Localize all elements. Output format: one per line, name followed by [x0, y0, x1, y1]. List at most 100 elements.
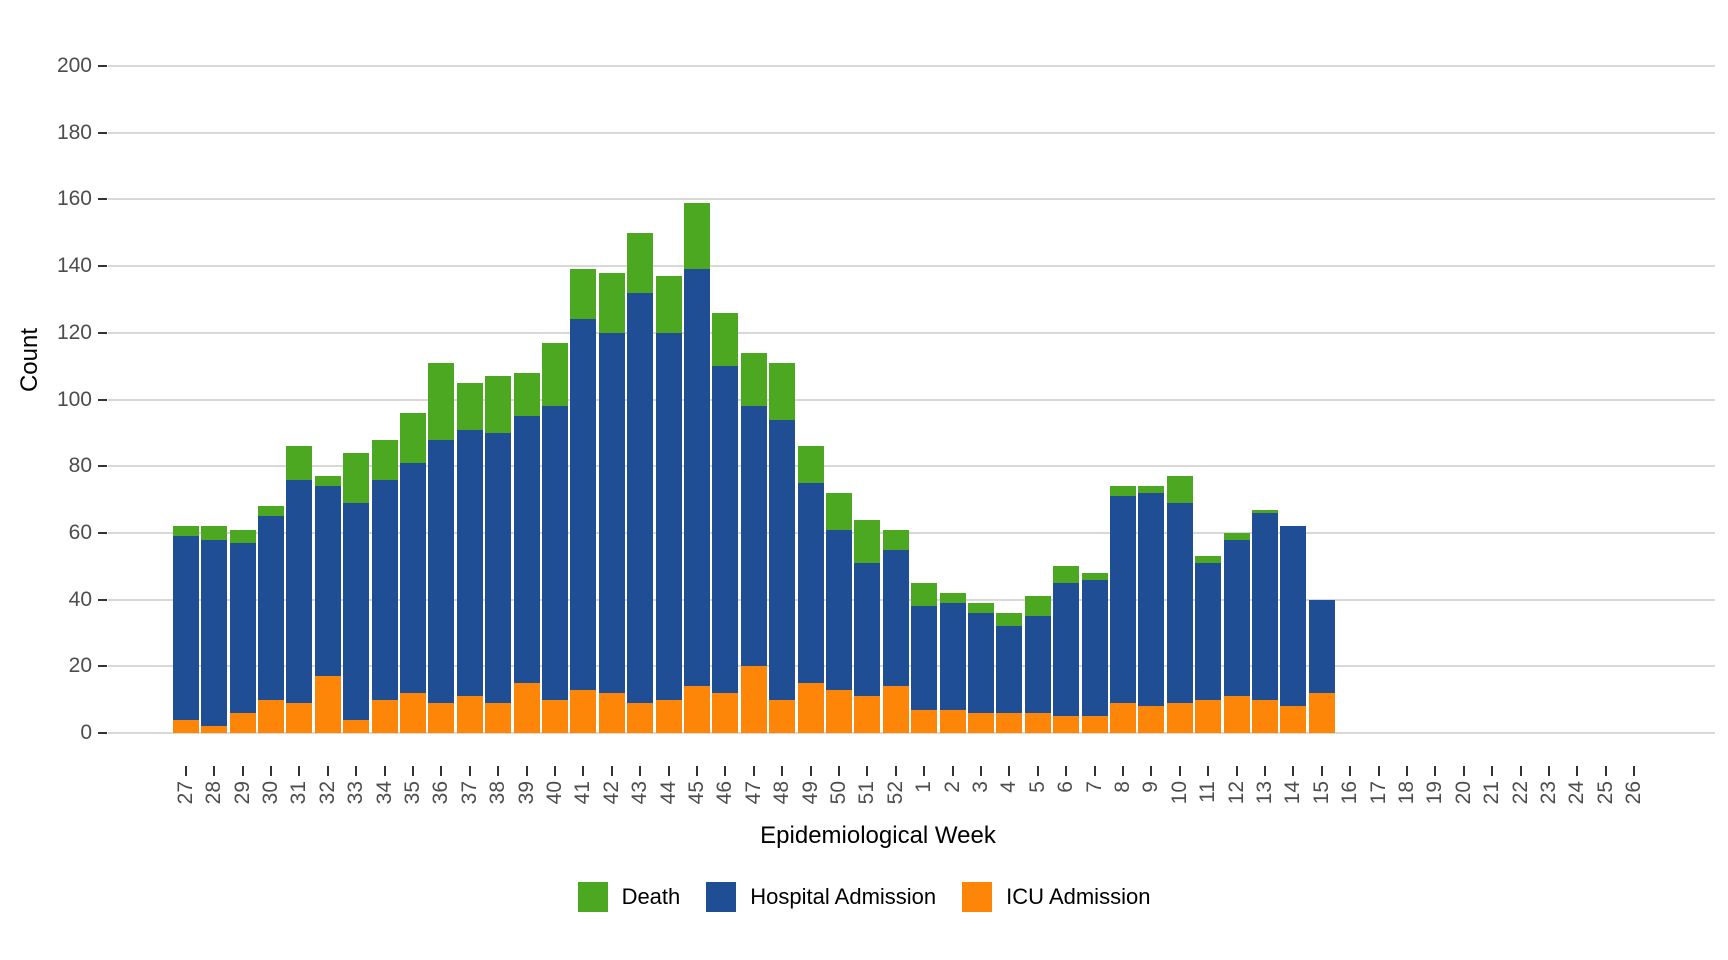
x-axis-tick-7 — [1093, 766, 1096, 776]
y-tick-label-80: 80 — [68, 454, 92, 478]
bar-week-11-hospital-admission — [1195, 562, 1222, 700]
bar-week-4-hospital-admission — [996, 626, 1023, 713]
bar-week-27-death — [172, 526, 199, 537]
x-tick-label-30: 30 — [259, 781, 282, 805]
gridline-140 — [108, 265, 1715, 268]
gridline-160 — [108, 198, 1715, 201]
x-axis-tick-43 — [639, 766, 642, 776]
x-tick-label-28: 28 — [202, 781, 226, 805]
bar-week-30-icu-admission — [258, 699, 284, 733]
bar-week-1-icu-admission — [911, 709, 938, 733]
bar-week-50-icu-admission — [826, 689, 852, 733]
x-tick-label-34: 34 — [372, 781, 396, 805]
bar-week-49-hospital-admission — [797, 482, 824, 683]
bar-week-1-hospital-admission — [911, 606, 938, 710]
bar-week-49-icu-admission — [797, 682, 824, 733]
bar-week-45-hospital-admission — [684, 269, 710, 687]
y-tick-label-200: 200 — [56, 54, 92, 77]
x-tick-label-33: 33 — [344, 781, 368, 805]
x-tick-label-52: 52 — [883, 781, 907, 805]
bar-week-44-hospital-admission — [655, 332, 682, 700]
x-tick-label-13: 13 — [1253, 781, 1276, 805]
x-tick-label-51: 51 — [855, 781, 879, 805]
y-axis-title: Count — [16, 328, 43, 393]
bar-week-13-hospital-admission — [1252, 512, 1278, 700]
x-axis-tick-48 — [781, 766, 784, 776]
bar-week-42-icu-admission — [598, 692, 625, 733]
x-axis-tick-12 — [1235, 766, 1238, 776]
x-tick-label-47: 47 — [741, 781, 765, 805]
x-tick-label-41: 41 — [571, 781, 595, 805]
x-tick-label-2: 2 — [940, 781, 964, 793]
x-axis-tick-50 — [838, 766, 840, 776]
bar-week-40-hospital-admission — [542, 406, 568, 700]
bar-week-10-hospital-admission — [1166, 502, 1193, 703]
bar-week-41-death — [570, 269, 597, 320]
x-tick-label-27: 27 — [173, 781, 197, 805]
x-tick-label-45: 45 — [685, 781, 708, 805]
x-axis-tick-13 — [1264, 766, 1266, 776]
bar-week-28-hospital-admission — [201, 539, 228, 727]
bar-week-15-hospital-admission — [1308, 599, 1335, 693]
x-axis-tick-49 — [809, 766, 812, 776]
x-tick-label-42: 42 — [599, 781, 623, 805]
x-axis-tick-10 — [1178, 766, 1181, 776]
y-tick-label-160: 160 — [56, 187, 92, 211]
bar-week-37-hospital-admission — [456, 429, 483, 697]
bar-week-27-icu-admission — [172, 719, 199, 733]
x-axis-tick-4 — [1008, 766, 1011, 776]
x-tick-label-44: 44 — [656, 781, 680, 805]
y-axis-tick-120 — [98, 331, 107, 334]
bar-week-12-icu-admission — [1223, 696, 1250, 733]
x-tick-label-49: 49 — [798, 781, 822, 805]
bar-week-50-death — [826, 492, 852, 530]
x-axis-tick-11 — [1207, 766, 1210, 776]
x-axis-tick-26 — [1633, 766, 1636, 776]
x-axis-tick-47 — [752, 766, 755, 776]
bar-week-7-hospital-admission — [1081, 579, 1108, 717]
bar-week-28-icu-admission — [201, 726, 228, 733]
legend-item-death: Death — [577, 882, 680, 912]
x-axis-tick-28 — [213, 766, 216, 776]
x-tick-label-50: 50 — [827, 781, 850, 805]
x-axis-tick-38 — [497, 766, 500, 776]
x-axis-tick-30 — [270, 766, 272, 776]
x-tick-label-25: 25 — [1593, 781, 1617, 805]
y-tick-label-100: 100 — [56, 387, 92, 411]
bar-week-46-hospital-admission — [712, 366, 739, 693]
bar-week-42-hospital-admission — [598, 332, 625, 693]
bar-week-28-death — [201, 526, 228, 540]
x-axis-tick-29 — [241, 766, 244, 776]
bar-week-1-death — [911, 582, 938, 607]
bar-week-45-icu-admission — [684, 686, 710, 733]
bar-week-40-icu-admission — [542, 699, 568, 733]
bar-week-6-death — [1053, 566, 1080, 583]
bar-week-9-icu-admission — [1138, 706, 1165, 733]
bar-week-34-death — [371, 439, 398, 480]
bar-week-43-icu-admission — [627, 702, 654, 733]
bar-week-3-death — [968, 602, 994, 613]
x-tick-label-48: 48 — [770, 781, 794, 805]
y-axis-tick-0 — [98, 732, 107, 734]
bar-week-47-death — [740, 352, 767, 407]
x-tick-label-40: 40 — [543, 781, 566, 805]
x-axis-tick-19 — [1434, 766, 1437, 776]
x-tick-label-39: 39 — [514, 781, 538, 805]
x-axis-tick-36 — [440, 766, 443, 776]
bar-week-8-hospital-admission — [1110, 496, 1136, 703]
x-tick-label-6: 6 — [1054, 781, 1078, 793]
y-axis-tick-60 — [98, 531, 107, 534]
gridline-180 — [108, 131, 1715, 134]
bar-week-30-hospital-admission — [258, 516, 284, 700]
x-axis-tick-18 — [1406, 766, 1408, 776]
y-tick-label-0: 0 — [80, 721, 92, 744]
x-axis-tick-23 — [1548, 766, 1550, 776]
bar-week-12-hospital-admission — [1223, 539, 1250, 697]
x-axis-tick-39 — [525, 766, 528, 776]
x-axis-tick-52 — [894, 766, 897, 776]
bar-week-35-hospital-admission — [400, 462, 426, 693]
gridline-60 — [108, 531, 1715, 534]
bar-week-46-icu-admission — [712, 692, 739, 733]
x-tick-label-26: 26 — [1622, 781, 1646, 805]
bar-week-12-death — [1223, 532, 1250, 540]
